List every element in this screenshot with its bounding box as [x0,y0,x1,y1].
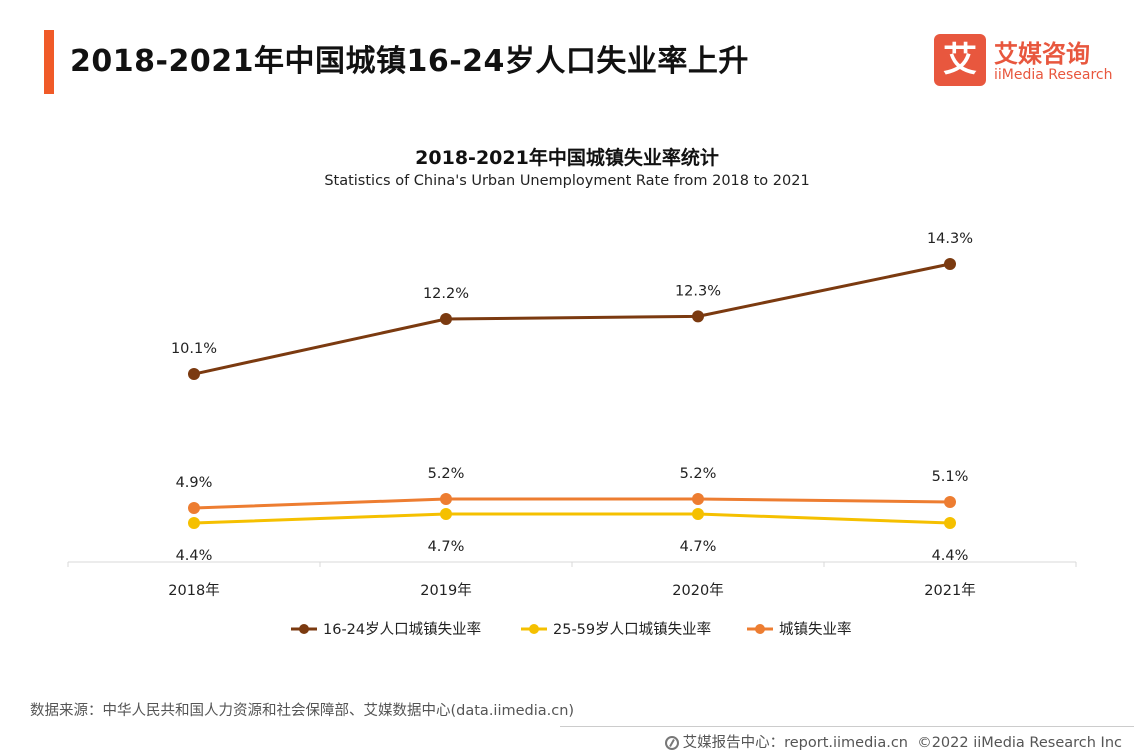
data-point [692,508,704,520]
chart-title: 2018-2021年中国城镇失业率统计 [415,147,719,169]
legend-label: 25-59岁人口城镇失业率 [553,621,711,638]
data-point [692,310,704,323]
data-label: 12.2% [423,286,469,302]
chart-subtitle: Statistics of China's Urban Unemployment… [324,173,810,189]
data-point [440,508,452,520]
data-label: 4.9% [176,475,213,491]
page-title: 2018-2021年中国城镇16-24岁人口失业率上升 [70,44,749,79]
x-tick-label: 2021年 [924,582,975,599]
data-label: 4.7% [680,539,717,555]
data-point [440,493,452,505]
x-tick-label: 2019年 [420,582,471,599]
data-point [188,517,200,529]
series-line [193,497,951,510]
data-point [188,502,200,514]
series-line [193,512,951,525]
data-label: 10.1% [171,341,217,357]
legend-label: 城镇失业率 [779,621,852,638]
legend-swatch-marker [529,624,539,634]
data-point [692,493,704,505]
data-label: 14.3% [927,231,973,247]
title-accent-bar [44,30,54,94]
series-line [193,262,951,376]
report-center-icon [664,736,679,750]
data-label: 5.2% [680,466,717,482]
legend-swatch-marker [299,624,309,634]
footer: 艾媒报告中心：report.iimedia.cn ©2022 iiMedia R… [664,731,1122,752]
iimedia-logo: 艾 艾媒咨询 iiMedia Research [934,34,1114,88]
data-point [944,496,956,508]
data-label: 12.3% [675,283,721,299]
data-label: 5.2% [428,466,465,482]
data-point [944,258,956,270]
x-tick-label: 2020年 [672,582,723,599]
data-point [944,517,956,529]
legend-label: 16-24岁人口城镇失业率 [323,621,481,638]
copyright: ©2022 iiMedia Research Inc [917,735,1122,751]
data-source: 数据来源：中华人民共和国人力资源和社会保障部、艾媒数据中心(data.iimed… [30,703,575,719]
report-site: 艾媒报告中心：report.iimedia.cn [682,735,908,751]
logo-name-en: iiMedia Research [994,67,1113,83]
footer-divider [560,726,1134,727]
x-tick-label: 2018年 [168,582,219,599]
data-point [188,368,200,381]
logo-name-cn: 艾媒咨询 [994,40,1090,68]
logo-mark: 艾 [934,34,986,86]
data-label: 4.4% [176,548,213,564]
unemployment-line-chart: 2018年 2019年 2020年 2021年 4.4% 4.7% 4.7% 4.4% 4.9%… [67,231,1077,638]
data-label: 4.7% [428,539,465,555]
data-point [440,313,452,326]
legend-swatch-marker [755,624,765,634]
data-label: 4.4% [932,548,969,564]
data-label: 5.1% [932,469,969,485]
